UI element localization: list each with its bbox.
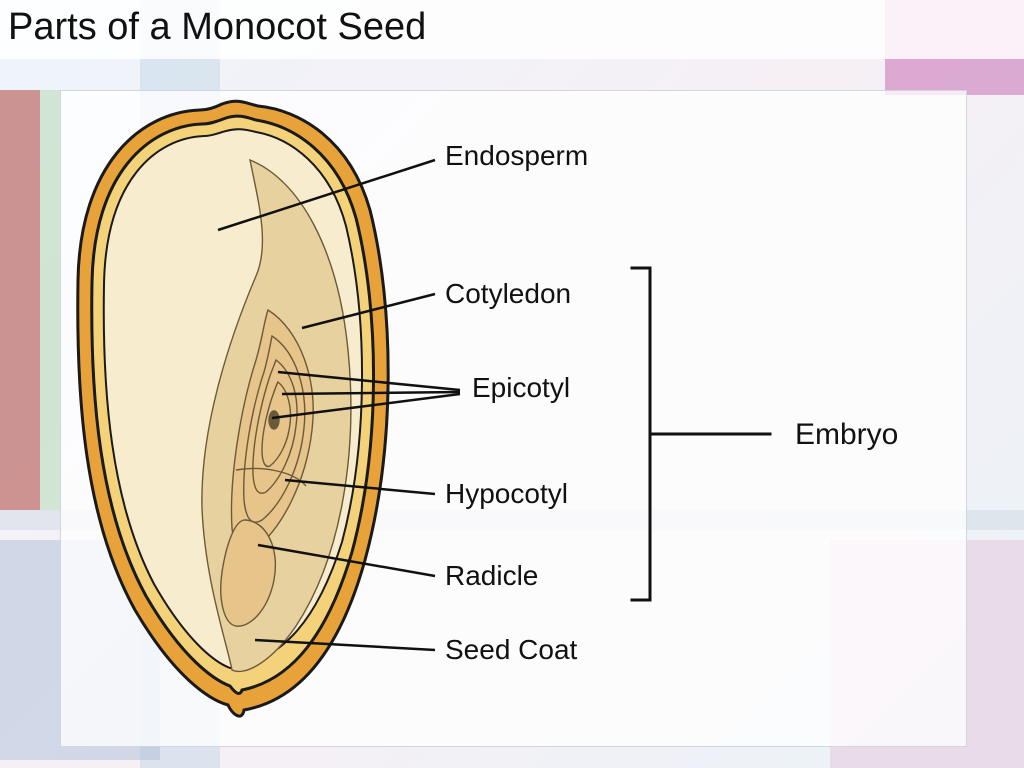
label-embryo: Embryo <box>795 418 898 452</box>
label-endosperm: Endosperm <box>445 140 588 172</box>
slide-stage: Parts of a Monocot Seed <box>0 0 1024 768</box>
embryo-bracket <box>632 268 770 600</box>
label-epicotyl: Epicotyl <box>472 372 570 404</box>
label-seedcoat: Seed Coat <box>445 634 577 666</box>
label-radicle: Radicle <box>445 560 538 592</box>
label-cotyledon: Cotyledon <box>445 278 571 310</box>
label-hypocotyl: Hypocotyl <box>445 478 568 510</box>
